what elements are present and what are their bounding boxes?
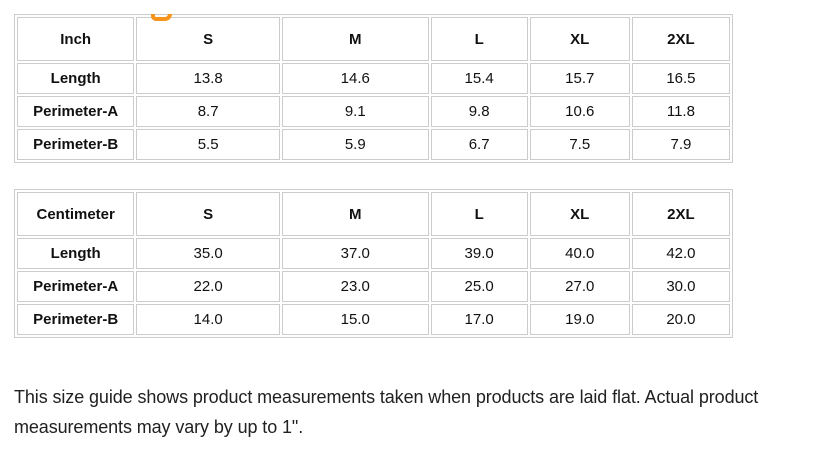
measurement-cell: 20.0	[631, 304, 730, 335]
measurement-cell: 5.5	[136, 129, 280, 160]
measurement-cell: 9.8	[430, 96, 528, 127]
size-header-s: S	[136, 17, 280, 61]
measurement-cell: 5.9	[281, 129, 429, 160]
table-row-perimeter-a: Perimeter-A 22.0 23.0 25.0 27.0 30.0	[17, 271, 730, 302]
measurement-cell: 39.0	[430, 238, 528, 269]
row-label: Perimeter-B	[17, 129, 135, 160]
size-header-xl: XL	[529, 192, 630, 236]
measurement-cell: 11.8	[631, 96, 730, 127]
size-header-s: S	[136, 192, 280, 236]
table-header-row: Inch S M L XL 2XL	[17, 17, 730, 61]
size-header-xl: XL	[529, 17, 630, 61]
measurement-cell: 14.0	[136, 304, 280, 335]
measurement-cell: 16.5	[631, 63, 730, 94]
size-table-inch: Inch S M L XL 2XL Length 13.8 14.6 15.4 …	[14, 14, 733, 163]
measurement-cell: 13.8	[136, 63, 280, 94]
measurement-cell: 8.7	[136, 96, 280, 127]
size-header-m: M	[281, 192, 429, 236]
table-header-row: Centimeter S M L XL 2XL	[17, 192, 730, 236]
size-header-2xl: 2XL	[631, 192, 730, 236]
measurement-cell: 9.1	[281, 96, 429, 127]
size-header-l: L	[430, 192, 528, 236]
measurement-cell: 22.0	[136, 271, 280, 302]
measurement-cell: 37.0	[281, 238, 429, 269]
measurement-cell: 14.6	[281, 63, 429, 94]
measurement-cell: 15.4	[430, 63, 528, 94]
row-label: Length	[17, 238, 135, 269]
table-row-length: Length 35.0 37.0 39.0 40.0 42.0	[17, 238, 730, 269]
measurement-cell: 15.7	[529, 63, 630, 94]
measurement-cell: 40.0	[529, 238, 630, 269]
measurement-cell: 30.0	[631, 271, 730, 302]
size-header-m: M	[281, 17, 429, 61]
size-table-centimeter: Centimeter S M L XL 2XL Length 35.0 37.0…	[14, 189, 733, 338]
size-header-2xl: 2XL	[631, 17, 730, 61]
measurement-cell: 15.0	[281, 304, 429, 335]
table-row-perimeter-a: Perimeter-A 8.7 9.1 9.8 10.6 11.8	[17, 96, 730, 127]
measurement-cell: 25.0	[430, 271, 528, 302]
measurement-cell: 23.0	[281, 271, 429, 302]
measurement-cell: 17.0	[430, 304, 528, 335]
measurement-cell: 35.0	[136, 238, 280, 269]
row-label: Perimeter-A	[17, 271, 135, 302]
measurement-cell: 7.5	[529, 129, 630, 160]
table-row-perimeter-b: Perimeter-B 5.5 5.9 6.7 7.5 7.9	[17, 129, 730, 160]
table-row-length: Length 13.8 14.6 15.4 15.7 16.5	[17, 63, 730, 94]
size-header-l: L	[430, 17, 528, 61]
unit-header-cell: Centimeter	[17, 192, 135, 236]
measurement-cell: 6.7	[430, 129, 528, 160]
row-label: Perimeter-B	[17, 304, 135, 335]
measurement-cell: 7.9	[631, 129, 730, 160]
clipped-heading-glyph-icon	[151, 14, 172, 21]
row-label: Perimeter-A	[17, 96, 135, 127]
measurement-cell: 19.0	[529, 304, 630, 335]
table-row-perimeter-b: Perimeter-B 14.0 15.0 17.0 19.0 20.0	[17, 304, 730, 335]
unit-header-cell: Inch	[17, 17, 135, 61]
measurement-cell: 42.0	[631, 238, 730, 269]
size-guide-disclaimer: This size guide shows product measuremen…	[14, 387, 759, 437]
measurement-cell: 10.6	[529, 96, 630, 127]
row-label: Length	[17, 63, 135, 94]
measurement-cell: 27.0	[529, 271, 630, 302]
